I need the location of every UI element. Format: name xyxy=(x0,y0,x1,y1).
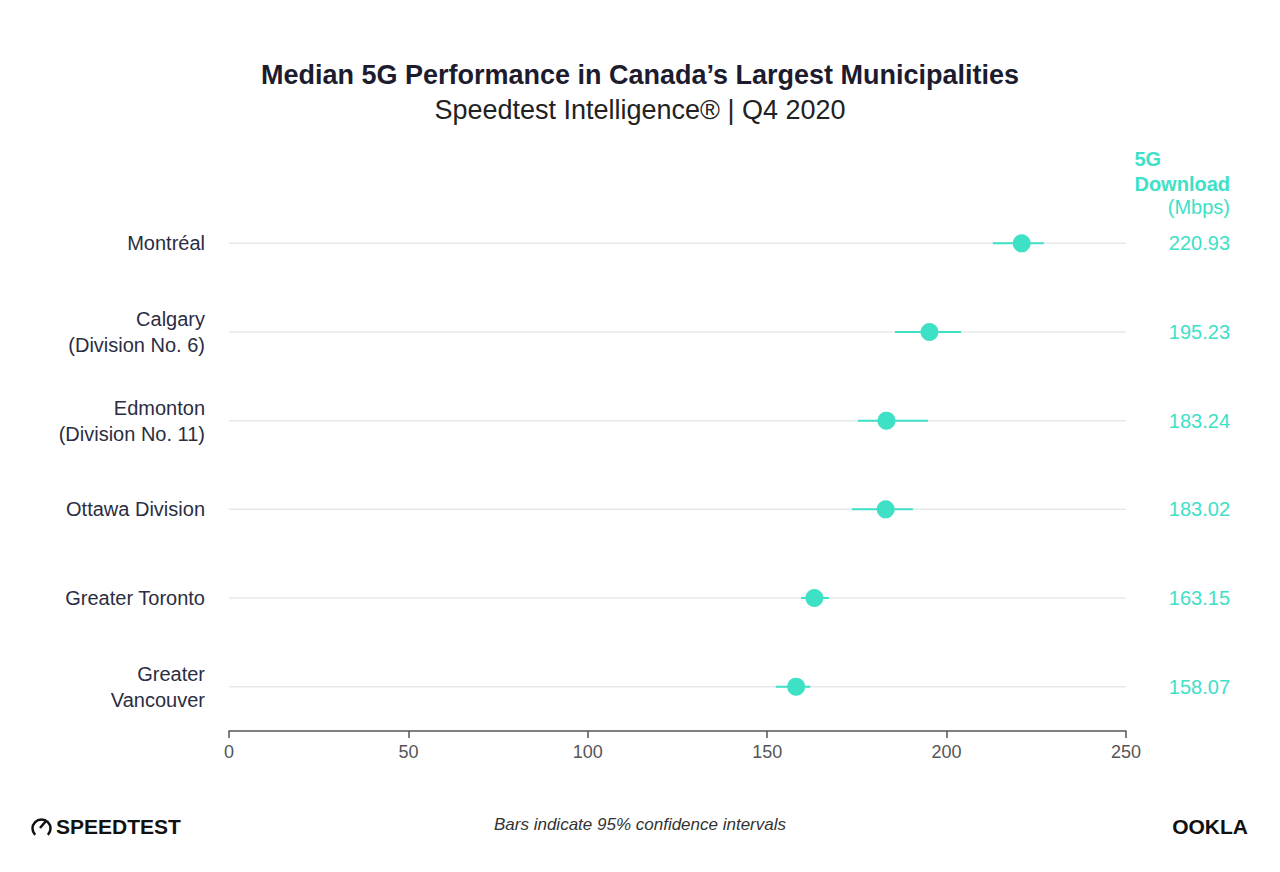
svg-text:(Mbps): (Mbps) xyxy=(1168,196,1230,218)
svg-text:163.15: 163.15 xyxy=(1169,587,1230,609)
svg-text:Calgary: Calgary xyxy=(136,308,205,330)
svg-text:220.93: 220.93 xyxy=(1169,232,1230,254)
svg-text:Bars indicate 95% confidence i: Bars indicate 95% confidence intervals xyxy=(494,815,786,834)
svg-text:5G: 5G xyxy=(1134,148,1161,170)
svg-text:0: 0 xyxy=(224,742,234,762)
svg-text:Greater: Greater xyxy=(137,663,205,685)
svg-text:(Division No. 11): (Division No. 11) xyxy=(59,423,205,445)
svg-text:SPEEDTEST: SPEEDTEST xyxy=(56,815,181,838)
svg-text:Edmonton: Edmonton xyxy=(114,397,205,419)
svg-text:50: 50 xyxy=(398,742,418,762)
svg-text:100: 100 xyxy=(573,742,603,762)
svg-text:150: 150 xyxy=(752,742,782,762)
svg-text:OOKLA: OOKLA xyxy=(1172,815,1248,838)
svg-text:158.07: 158.07 xyxy=(1169,676,1230,698)
svg-text:200: 200 xyxy=(932,742,962,762)
svg-text:Montréal: Montréal xyxy=(127,232,205,254)
svg-text:Median 5G Performance in Canad: Median 5G Performance in Canada’s Larges… xyxy=(261,60,1019,90)
svg-text:Vancouver: Vancouver xyxy=(111,689,205,711)
svg-text:(Division No. 6): (Division No. 6) xyxy=(68,334,205,356)
svg-text:Ottawa Division: Ottawa Division xyxy=(66,498,205,520)
svg-text:Greater Toronto: Greater Toronto xyxy=(65,587,205,609)
svg-text:Speedtest Intelligence® | Q4 2: Speedtest Intelligence® | Q4 2020 xyxy=(434,95,845,125)
svg-text:183.02: 183.02 xyxy=(1169,498,1230,520)
svg-text:183.24: 183.24 xyxy=(1169,410,1230,432)
svg-text:250: 250 xyxy=(1111,742,1141,762)
svg-text:Download: Download xyxy=(1134,173,1230,195)
svg-text:195.23: 195.23 xyxy=(1169,321,1230,343)
